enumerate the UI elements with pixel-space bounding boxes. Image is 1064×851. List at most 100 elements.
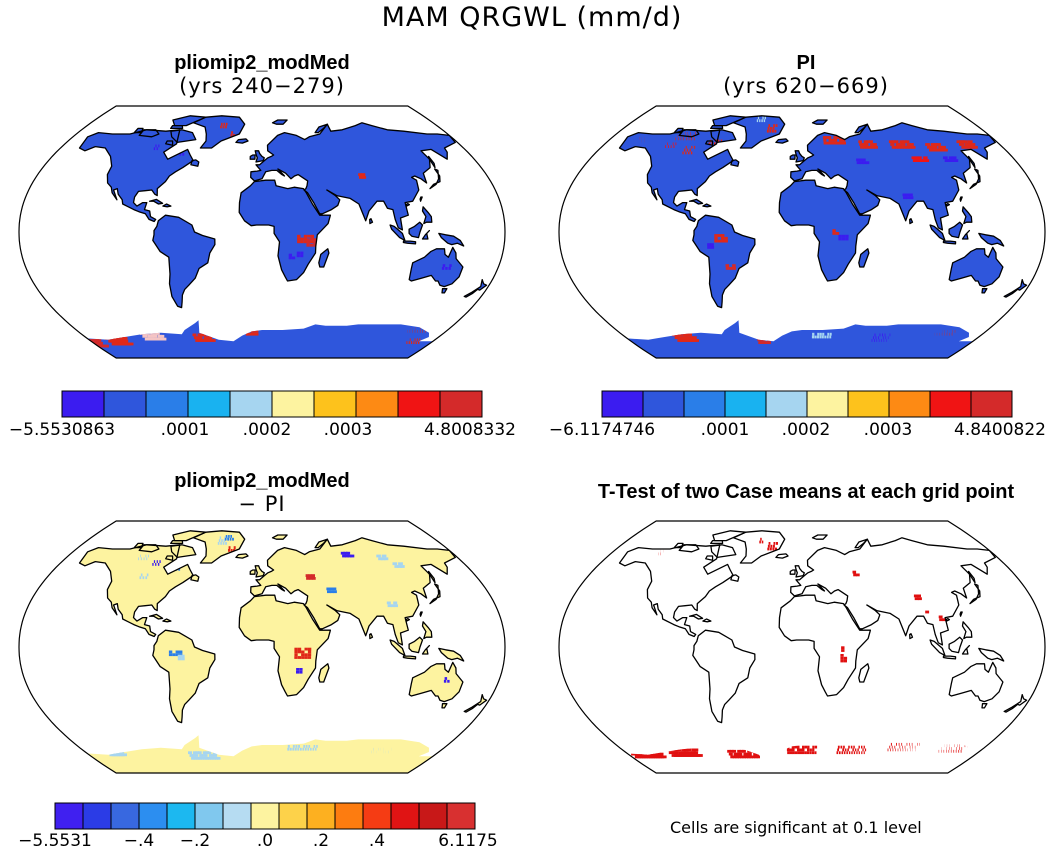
map-panel-2-cell (681, 138, 682, 141)
map-panel-3-cell (141, 574, 143, 577)
map-panel-2-cell (873, 143, 877, 146)
map-panel-3-cell (394, 604, 398, 607)
map-panel-1-cell (413, 341, 414, 344)
map-panel-4-coast-australia (949, 662, 1003, 701)
map-panel-1-cell (297, 238, 300, 241)
map-panel-3-cell (305, 648, 308, 651)
map-panel-2 (552, 102, 1052, 362)
map-panel-4-cell (807, 749, 809, 752)
map-panel-4-cell (965, 744, 966, 747)
map-panel-2-cell (691, 146, 692, 149)
map-panel-2-cell (822, 333, 824, 336)
map-panel-4-cell (840, 660, 843, 663)
map-panel-2-cell (832, 229, 835, 232)
map-panel-4-cell (967, 744, 968, 747)
map-panel-3-cell (294, 648, 297, 651)
map-panel-1-cell (410, 338, 411, 341)
map-panel-4-cell (841, 649, 844, 652)
map-panel-3-cell (287, 748, 289, 751)
map-panel-4-cell (962, 747, 963, 750)
colorbar-1 (62, 391, 482, 417)
map-panel-4-cell (809, 751, 811, 754)
map-panel-1-cell (361, 173, 365, 176)
map-panel-3-cell (306, 745, 308, 748)
significance-note: Cells are significant at 0.1 level (670, 818, 922, 837)
map-panel-4-cell (961, 750, 962, 753)
map-panel-3-cell (148, 555, 149, 558)
map-panel-2-cell (817, 333, 819, 336)
map-panel-4-cell (802, 746, 805, 749)
map-panel-3-cell (294, 656, 297, 659)
map-panel-4-coast-britain (795, 566, 804, 577)
map-panel-1-cell (449, 264, 451, 267)
map-panel-4-cell (900, 749, 901, 752)
map-panel-1-cell (409, 341, 410, 344)
map-panel-2-cell (675, 138, 676, 141)
map-panel-1-cell (208, 334, 212, 337)
map-panel-2-cell (830, 333, 832, 336)
map-panel-2-cell (862, 159, 866, 162)
map-panel-2-cell (866, 161, 870, 164)
map-panel-1-cell (223, 126, 225, 129)
map-panel-4-cell (900, 746, 901, 749)
map-panel-2-cell (925, 159, 929, 162)
map-panel-1-cell (292, 257, 295, 260)
map-panel-2-cell (767, 130, 769, 133)
cb1-label-4: .0003 (324, 420, 373, 440)
map-panel-2-cell (933, 146, 938, 149)
map-panel-4-cell (787, 746, 790, 749)
map-panel-3-cell (179, 651, 182, 654)
map-panel-4-cell (845, 749, 847, 752)
map-panel-3-cell (230, 538, 232, 541)
map-panel-1-cell (162, 338, 167, 341)
map-panel-4-coast-samerica (693, 630, 755, 722)
map-panel-4-cell (739, 753, 743, 756)
colorbar-3-box-5 (195, 803, 223, 829)
map-panel-1-cell (297, 235, 300, 238)
map-panel-2-cell (673, 142, 674, 145)
map-panel-4-cell (759, 541, 761, 544)
map-panel-1-cell (203, 334, 207, 337)
map-panel-3-cell (228, 535, 230, 538)
map-panel-2-cell (720, 142, 722, 145)
map-panel-2-cell (973, 146, 978, 149)
map-panel-2-cell (767, 338, 770, 341)
colorbar-1-box-5 (272, 391, 314, 417)
map-panel-1-cell (297, 252, 300, 255)
colorbar-3-box-7 (251, 803, 279, 829)
colorbar-3 (55, 803, 475, 829)
map-panel-2-cell (769, 130, 771, 133)
map-panel-4-cell (889, 746, 890, 749)
map-panel-3-cell (299, 671, 302, 674)
map-panel-2-cell (828, 136, 831, 139)
map-panel-3-land-layer (80, 531, 487, 773)
map-panel-1-cell (256, 333, 259, 336)
map-panel-2-cell (952, 333, 953, 336)
map-panel-4-coast-banks (674, 543, 683, 547)
map-panel-3-cell (215, 751, 218, 754)
map-panel-4-cell (893, 749, 894, 752)
cb3-label-6: .4 (369, 831, 385, 851)
map-panel-3-cell (310, 748, 312, 751)
map-panel-3 (12, 517, 512, 777)
map-panel-3-cell (294, 653, 297, 656)
map-panel-2-cell (925, 143, 930, 146)
colorbar-2-box-2 (684, 391, 725, 417)
colorbar-3-box-2 (111, 803, 139, 829)
map-panel-1-cell (425, 330, 426, 333)
map-panel-3-cell (309, 577, 313, 580)
panel2-subtitle: (yrs 620−669) (552, 74, 1060, 98)
map-panel-4-signal-layer (628, 538, 968, 759)
map-panel-4-cell (861, 746, 862, 749)
cb1-label-min: −5.5530863 (9, 420, 115, 440)
map-panel-3-cell (219, 539, 221, 542)
map-panel-3-cell (295, 748, 297, 751)
map-panel-4-cell (903, 749, 904, 752)
map-panel-3-cell (143, 576, 145, 579)
map-panel-2-cell (773, 127, 775, 130)
map-panel-2-cell (823, 139, 826, 142)
map-panel-1-cell (155, 145, 156, 148)
map-panel-2-cell (732, 264, 736, 267)
map-panel-3-cell (157, 560, 158, 563)
map-panel-3-cell (140, 576, 142, 579)
